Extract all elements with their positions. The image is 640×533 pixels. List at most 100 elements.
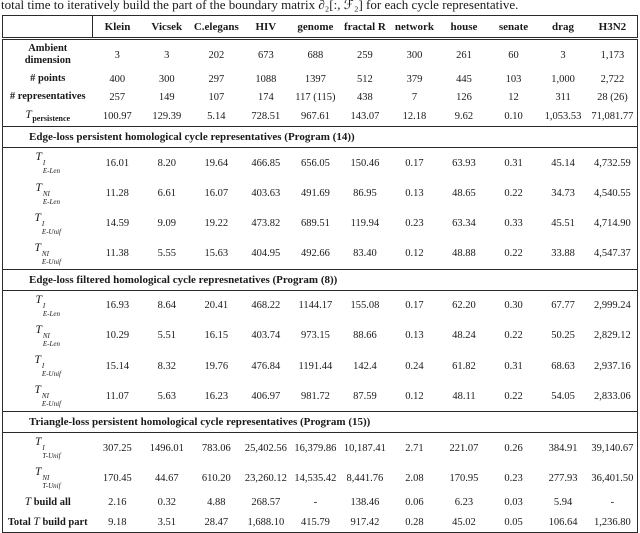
table-row: # points 400 300 297 1088 1397 512 379 445 103 1,0…: [3, 70, 638, 88]
data-cell: 19.64: [204, 157, 229, 169]
table-row: T I T-Unif 307.25 1496.01 783.06 25,402.56 16,3…: [3, 433, 638, 464]
data-cell: 8.20: [157, 157, 176, 169]
data-cell: 9.18: [108, 516, 127, 528]
data-cell: 6.23: [454, 497, 474, 509]
data-cell: 0.31: [504, 157, 523, 169]
data-cell: 512: [357, 73, 373, 85]
data-cell: 5.14: [207, 110, 226, 122]
data-cell: 688: [307, 49, 324, 61]
column-header: HIV: [241, 15, 291, 40]
row-label: T I E-Unif: [3, 351, 93, 381]
data-cell: 1088: [255, 73, 277, 85]
data-cell: 300: [158, 73, 175, 85]
data-cell: 54.05: [551, 390, 575, 402]
math-subscript: persistence: [32, 114, 71, 124]
data-cell: 259: [357, 49, 373, 61]
column-header: network: [389, 15, 440, 40]
data-cell: 0.22: [504, 330, 523, 342]
data-cell: 307.25: [102, 442, 132, 454]
data-cell: 202: [208, 49, 225, 61]
math-superscript: I: [42, 159, 46, 168]
column-header: genome: [290, 15, 341, 40]
row-label: T NI E-Unif: [3, 381, 93, 412]
data-cell: 728.51: [251, 110, 281, 122]
data-cell: 0.31: [504, 360, 523, 372]
data-cell: 5.55: [157, 248, 176, 260]
math-scripts: NI T-Unif: [42, 474, 60, 490]
table-row: T I E-Len 16.01 8.20 19.64 466.85 656.05 150.46 0…: [3, 148, 638, 179]
data-cell: 491.69: [300, 188, 330, 200]
math-scripts: NI E-Unif: [42, 392, 61, 408]
data-cell: 656.05: [300, 157, 330, 169]
table-row: T NI E-Len 10.29 5.51 16.15 403.74 973.15 88.66 0…: [3, 321, 638, 351]
data-cell: 2,999.24: [594, 300, 631, 312]
row-label: T I E-Len: [3, 148, 93, 179]
section-header-row: Edge-loss persistent homological cycle r…: [2, 126, 638, 149]
data-cell: 403.74: [251, 330, 281, 342]
math-variable: T: [34, 241, 41, 254]
data-cell: 438: [357, 91, 373, 103]
table-row: Total T build part 9.18 3.51 28.47 1,688.10 4…: [3, 513, 638, 533]
data-cell: 4,540.55: [594, 188, 631, 200]
data-cell: 9.09: [157, 218, 176, 230]
math-variable: T: [25, 109, 32, 122]
data-cell: 83.40: [353, 248, 377, 260]
data-cell: 150.46: [350, 157, 380, 169]
math-scripts: NI E-Unif: [42, 250, 61, 266]
data-cell: 138.46: [350, 497, 380, 509]
column-header: house: [439, 15, 489, 40]
data-cell: 1,000: [551, 73, 575, 85]
data-cell: 12.18: [402, 110, 427, 122]
data-cell: 170.45: [102, 472, 132, 484]
math-subscript: E-Unif: [41, 257, 61, 266]
row-label: T NI T-Unif: [3, 463, 93, 493]
row-label: T I E-Len: [3, 290, 93, 321]
data-cell: 16,379.86: [294, 442, 337, 454]
data-cell: 142.4: [353, 360, 377, 372]
data-cell: 71,081.77: [591, 110, 634, 122]
data-cell: 415.79: [300, 516, 330, 528]
data-cell: 126: [456, 91, 472, 103]
row-label-text: Ambient dimension: [24, 43, 71, 67]
math-superscript: I: [41, 219, 45, 228]
math-superscript: I: [42, 301, 46, 310]
data-cell: -: [610, 497, 615, 509]
table-row: T I E-Unif 14.59 9.09 19.22 473.82 689.51 119.94…: [3, 209, 638, 239]
data-cell: 28 (26): [597, 91, 628, 103]
data-cell: 2,937.16: [594, 360, 631, 372]
data-cell: 0.22: [504, 390, 523, 402]
data-cell: 0.13: [405, 330, 424, 342]
data-cell: 60: [508, 49, 519, 61]
data-cell: 297: [208, 73, 225, 85]
math-variable: T: [34, 354, 41, 366]
data-cell: 19.76: [204, 360, 229, 372]
math-variable: T: [34, 436, 42, 449]
column-header: H3N2: [587, 15, 638, 40]
data-cell: 143.07: [350, 110, 380, 122]
math-variable: T: [34, 384, 41, 397]
data-cell: 1144.17: [298, 300, 333, 312]
data-cell: 0.22: [504, 248, 523, 260]
math-variable: T: [35, 181, 42, 194]
row-label: T NI E-Len: [3, 179, 93, 209]
row-label-prefix: Total: [7, 516, 34, 528]
data-cell: 48.24: [452, 330, 476, 342]
math-scripts: I E-Len: [43, 159, 60, 175]
data-cell: 400: [109, 73, 126, 85]
data-cell: 221.07: [449, 442, 479, 454]
row-label: T NI E-Len: [3, 321, 93, 351]
math-superscript: NI: [42, 331, 50, 340]
data-cell: 783.06: [201, 442, 231, 454]
math-superscript: NI: [42, 189, 50, 198]
data-cell: 0.17: [405, 300, 424, 312]
data-cell: 3: [114, 49, 120, 61]
data-cell: 34.73: [551, 188, 575, 200]
data-cell: 261: [456, 49, 472, 61]
data-cell: 2.08: [405, 472, 424, 484]
data-cell: 174: [257, 91, 274, 103]
data-cell: 88.66: [353, 330, 377, 342]
row-label: T NI E-Unif: [3, 239, 93, 270]
data-cell: 15.63: [204, 248, 229, 260]
table-row: T NI E-Len 11.28 6.61 16.07 403.63 491.69 86.95 0…: [3, 179, 638, 209]
section-header-label: Edge-loss filtered homological cycle rep…: [2, 268, 638, 291]
